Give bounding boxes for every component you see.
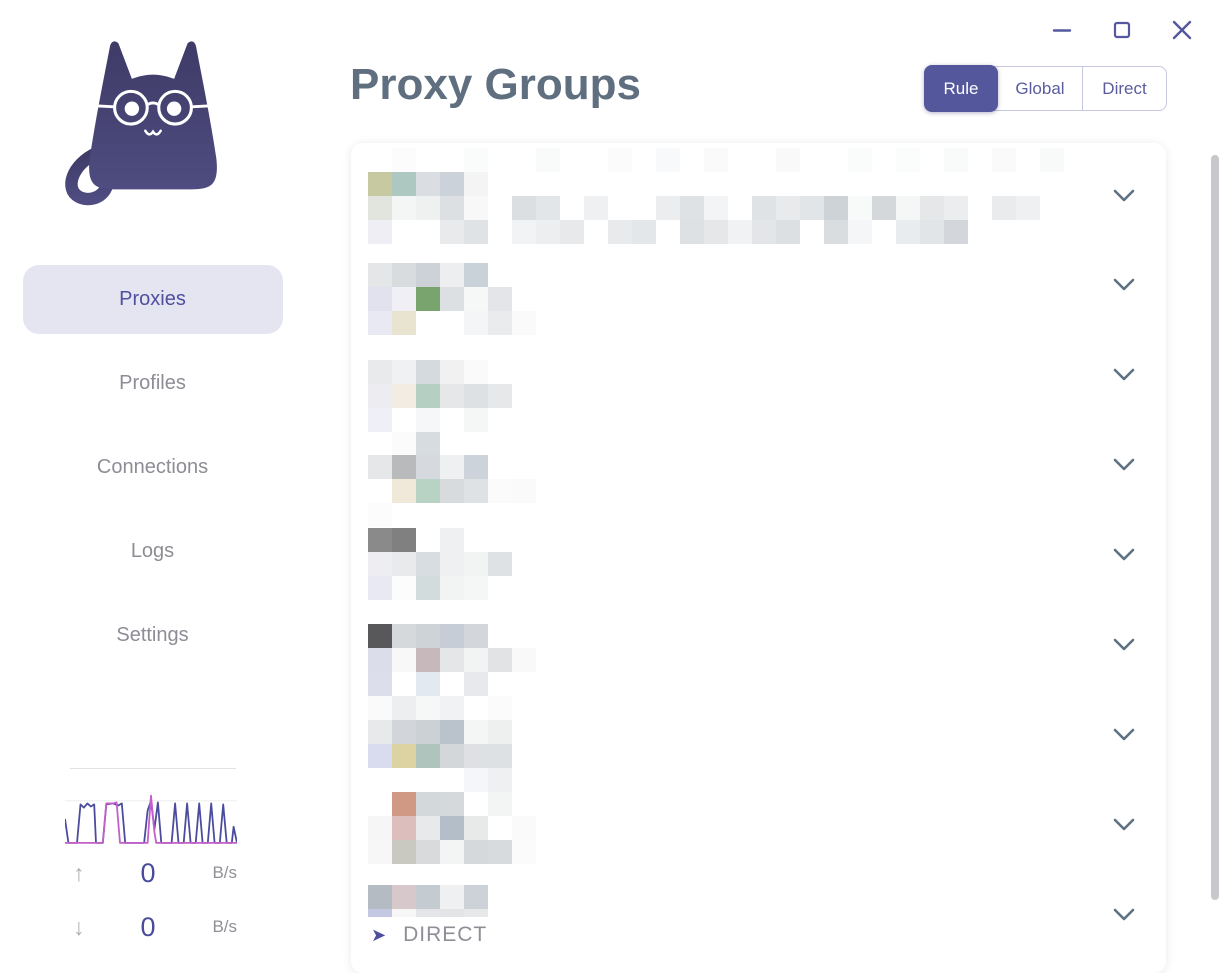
traffic-chart xyxy=(64,787,238,847)
proxy-group-row[interactable] xyxy=(351,420,1166,527)
minimize-icon xyxy=(1052,29,1072,32)
chevron-down-icon[interactable] xyxy=(1112,368,1136,382)
censored-group-content xyxy=(368,792,536,864)
download-arrow-icon: ↓ xyxy=(73,913,85,940)
chevron-down-icon[interactable] xyxy=(1112,458,1136,472)
selected-proxy[interactable]: ➤ DIRECT xyxy=(371,923,487,947)
upload-speed-row: ↑ 0 B/s xyxy=(65,856,237,890)
download-speed-value: 0 xyxy=(140,911,156,942)
mode-rule-button[interactable]: Rule xyxy=(924,65,998,112)
chevron-down-icon[interactable] xyxy=(1112,908,1136,922)
proxy-group-row[interactable] xyxy=(351,143,1166,244)
proxy-group-row[interactable] xyxy=(351,690,1166,792)
mode-global-button[interactable]: Global xyxy=(998,67,1082,110)
chevron-down-icon[interactable] xyxy=(1112,638,1136,652)
upload-speed-value: 0 xyxy=(140,857,156,888)
censored-group-content xyxy=(368,885,488,917)
chevron-down-icon[interactable] xyxy=(1112,278,1136,292)
proxy-group-row[interactable] xyxy=(351,780,1166,870)
sidebar-nav: Proxies Profiles Connections Logs Settin… xyxy=(0,265,305,685)
sidebar-item-proxies[interactable]: Proxies xyxy=(22,265,283,334)
censored-group-content xyxy=(368,148,1112,244)
vertical-scrollbar[interactable] xyxy=(1211,155,1219,900)
censored-group-content xyxy=(368,624,536,720)
censored-group-content xyxy=(368,720,512,792)
download-speed-unit: B/s xyxy=(212,917,237,936)
sidebar: Proxies Profiles Connections Logs Settin… xyxy=(0,0,305,956)
proxy-group-row[interactable] xyxy=(351,240,1166,335)
traffic-line-upload xyxy=(64,799,238,844)
proxy-group-row[interactable]: ➤ DIRECT xyxy=(351,870,1166,960)
sidebar-item-connections[interactable]: Connections xyxy=(96,456,209,478)
maximize-button[interactable] xyxy=(1107,15,1137,45)
traffic-line-download xyxy=(65,794,237,844)
proxy-group-row[interactable] xyxy=(351,330,1166,456)
cat-tail xyxy=(64,144,113,206)
upload-arrow-icon: ↑ xyxy=(73,859,85,886)
chevron-down-icon[interactable] xyxy=(1112,728,1136,742)
chevron-down-icon[interactable] xyxy=(1112,818,1136,832)
close-icon xyxy=(1172,20,1192,40)
censored-group-content xyxy=(368,360,512,456)
proxy-mode-toggle: Rule Global Direct xyxy=(924,65,1167,112)
sidebar-item-logs[interactable]: Logs xyxy=(130,540,175,562)
cat-logo-icon xyxy=(64,41,217,206)
app-logo xyxy=(57,26,249,229)
selected-arrow-icon: ➤ xyxy=(371,925,387,945)
cat-mouth xyxy=(143,129,162,136)
proxy-group-list: ➤ DIRECT xyxy=(351,143,1166,960)
proxy-group-row[interactable] xyxy=(351,600,1166,720)
minimize-button[interactable] xyxy=(1047,15,1077,45)
sidebar-item-profiles[interactable]: Profiles xyxy=(119,372,186,394)
maximize-icon xyxy=(1113,21,1131,39)
close-button[interactable] xyxy=(1167,15,1197,45)
upload-speed-unit: B/s xyxy=(212,863,237,882)
page-title: Proxy Groups xyxy=(350,60,641,109)
selected-proxy-label: DIRECT xyxy=(403,923,488,946)
chevron-down-icon[interactable] xyxy=(1112,548,1136,562)
sidebar-divider xyxy=(70,768,236,769)
chevron-down-icon[interactable] xyxy=(1112,189,1136,203)
proxy-groups-card: ➤ DIRECT xyxy=(351,143,1166,973)
censored-group-content xyxy=(368,455,536,527)
censored-group-content xyxy=(368,528,512,600)
sidebar-item-settings[interactable]: Settings xyxy=(116,624,189,646)
window-controls xyxy=(1047,15,1197,45)
mode-direct-button[interactable]: Direct xyxy=(1082,67,1166,110)
proxy-group-row[interactable] xyxy=(351,510,1166,600)
censored-group-content xyxy=(368,263,536,335)
download-speed-row: ↓ 0 B/s xyxy=(65,910,237,944)
